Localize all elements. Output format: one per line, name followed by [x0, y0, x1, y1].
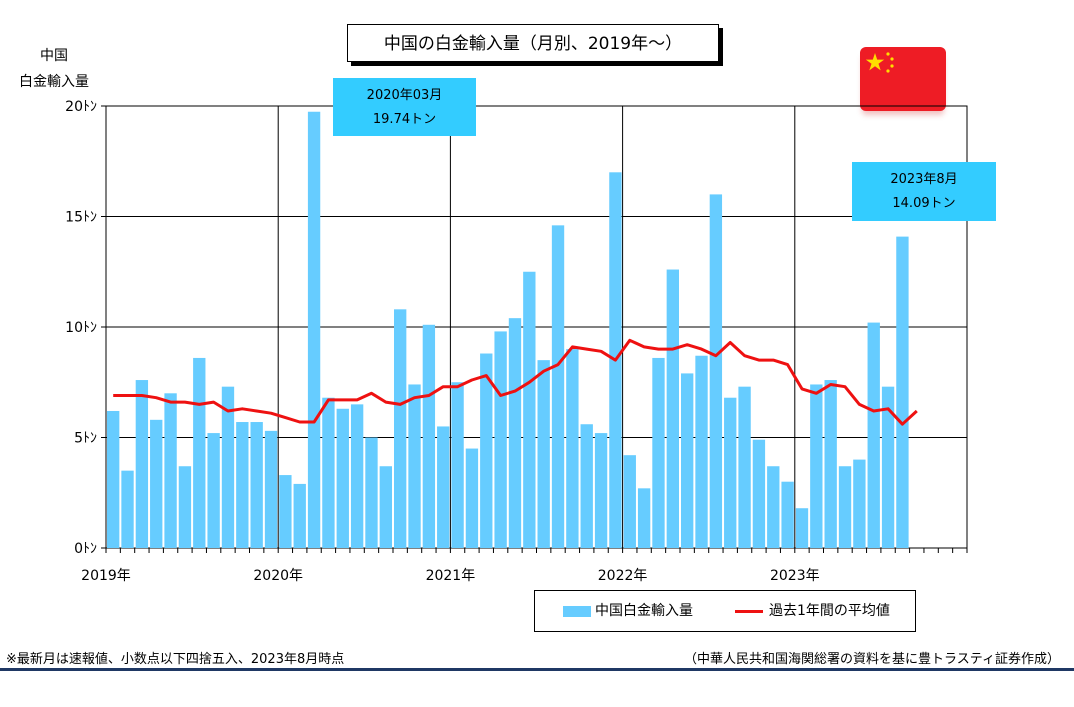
bar: [752, 439, 766, 548]
bar: [437, 426, 450, 548]
bar: [637, 488, 651, 548]
legend-bar-swatch: [563, 606, 591, 617]
bar: [465, 448, 479, 548]
bar: [896, 236, 909, 548]
bar: [107, 410, 120, 548]
chart-plot: 0ﾄﾝ 5ﾄﾝ 10ﾄﾝ 15ﾄﾝ 20ﾄﾝ 2019年 2020年 2021年 2022年 20…: [65, 99, 968, 584]
y-axis-title-line1: 中国: [40, 48, 68, 64]
bar: [221, 386, 235, 548]
bar: [695, 355, 708, 548]
bar: [279, 475, 292, 548]
bar: [451, 382, 464, 548]
callout-latest-2023-08: 2023年8月 14.09トン: [852, 162, 996, 221]
bar: [135, 380, 149, 548]
x-tick-label: 2020年: [253, 568, 303, 584]
callout-peak-value: 19.74トン: [372, 112, 437, 127]
legend-bar-label: 中国白金輸入量: [595, 603, 693, 619]
bottom-divider: [0, 668, 1074, 671]
callout-latest-value: 14.09トン: [892, 196, 956, 211]
bar: [422, 324, 436, 548]
y-axis-title-line2: 白金輸入量: [19, 74, 89, 90]
bar: [494, 331, 507, 548]
bar: [264, 430, 278, 548]
legend-line-label: 過去1年間の平均値: [769, 603, 890, 619]
bar: [537, 360, 550, 548]
bar: [738, 386, 751, 548]
flag-small-star-icon: [890, 57, 894, 61]
y-tick-label: 0ﾄﾝ: [74, 541, 97, 557]
bar: [322, 397, 335, 548]
bar: [408, 384, 421, 548]
bar: [767, 466, 780, 548]
callout-peak-date: 2020年03月: [366, 88, 443, 103]
flag-small-star-icon: [886, 69, 890, 73]
bar: [293, 483, 306, 548]
x-tick-label: 2023年: [770, 568, 820, 584]
bar: [781, 481, 794, 548]
bar: [838, 466, 852, 548]
x-tick-label: 2022年: [598, 568, 648, 584]
bar: [867, 322, 880, 548]
flag-small-star-icon: [890, 64, 894, 68]
bar: [681, 373, 694, 548]
average-line: [113, 338, 918, 426]
bar: [508, 318, 522, 548]
x-tick-label: 2019年: [81, 568, 131, 584]
bar: [164, 393, 177, 548]
bar: [724, 397, 737, 548]
bar: [336, 408, 349, 548]
bar: [853, 459, 866, 548]
bar: [350, 404, 364, 548]
flag-big-star-icon: [865, 53, 885, 71]
y-tick-label: 20ﾄﾝ: [65, 99, 97, 115]
bar: [178, 466, 192, 548]
y-tick-label: 5ﾄﾝ: [74, 431, 97, 447]
bar: [881, 386, 895, 548]
bar: [709, 194, 723, 548]
legend-line-swatch: [735, 610, 763, 613]
bar: [207, 433, 220, 548]
y-tick-label: 15ﾄﾝ: [65, 210, 97, 226]
bar: [810, 384, 823, 548]
bar: [566, 349, 579, 548]
bar: [824, 380, 837, 548]
bar: [250, 422, 263, 548]
chart-legend: 中国白金輸入量 過去1年間の平均値: [534, 590, 916, 632]
bar: [523, 271, 536, 548]
y-axis-title: 中国 白金輸入量: [14, 43, 94, 95]
bar: [551, 225, 565, 548]
bar: [580, 424, 593, 548]
bar: [193, 357, 206, 548]
chart-title: 中国の白金輸入量（月別、2019年～）: [347, 24, 719, 62]
bar: [666, 269, 679, 548]
bar: [307, 111, 321, 548]
bar: [121, 470, 134, 548]
bar: [379, 466, 392, 548]
x-tick-label: 2021年: [426, 568, 476, 584]
y-tick-label: 10ﾄﾝ: [65, 320, 97, 336]
bar: [236, 422, 249, 548]
footnote: ※最新月は速報値、小数点以下四捨五入、2023年8月時点: [6, 652, 345, 667]
bar: [594, 433, 608, 548]
bar: [623, 455, 636, 548]
china-flag-icon: [860, 47, 946, 111]
callout-latest-date: 2023年8月: [890, 172, 958, 187]
source-note: （中華人民共和国海関総署の資料を基に豊トラスティ証券作成）: [684, 652, 1060, 667]
bar: [480, 353, 493, 548]
bar: [795, 508, 809, 548]
bar: [365, 437, 378, 548]
bar: [394, 309, 407, 548]
bar: [150, 419, 163, 548]
callout-peak-2020-03: 2020年03月 19.74トン: [333, 78, 476, 136]
bar: [652, 357, 665, 548]
flag-small-star-icon: [886, 52, 890, 56]
